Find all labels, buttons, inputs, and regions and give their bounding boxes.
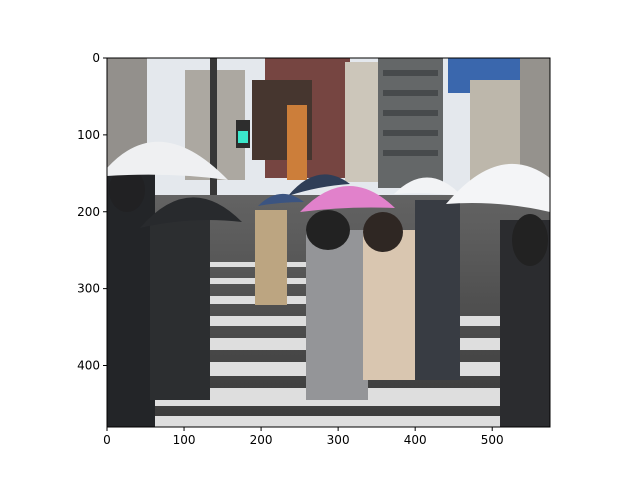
x-tick-label: 200 [250,433,273,447]
building-windows [378,58,443,188]
street-photo [107,58,550,427]
y-tick-label: 300 [77,282,100,296]
head-left [109,168,145,212]
person-beige-far [255,210,287,305]
person-left [107,170,155,427]
x-tick-label: 100 [173,433,196,447]
building-center [345,62,380,182]
rain-haze [107,58,550,427]
umbrella-dark [140,197,242,228]
umbrellas [107,141,550,228]
head-beige [363,212,403,252]
person-dark-coat [150,220,210,400]
axes-frame [106,57,551,428]
x-tick-label: 0 [103,433,111,447]
person-beige-coat [363,230,423,380]
y-axis: 0 100 200 300 400 [77,51,107,373]
pedestrians [107,168,550,427]
building-window-rows [383,70,438,156]
umbrella-navy [288,174,350,196]
head-grey [306,210,350,250]
head-right [512,214,548,266]
person-jeans [415,200,460,380]
umbrella-white-left [107,141,228,180]
umbrella-white-right [446,163,550,212]
y-tick-label: 200 [77,205,100,219]
signal-light-green [238,131,248,143]
x-tick-label: 300 [327,433,350,447]
y-tick-label: 0 [92,51,100,65]
umbrella-pink [300,185,395,212]
x-axis: 0 100 200 300 400 500 [103,427,504,447]
signal-pole [210,58,217,208]
x-tick-label: 500 [481,433,504,447]
person-grey-coat [306,230,368,400]
y-tick-label: 100 [77,128,100,142]
umbrella-blue-far [258,193,304,206]
y-tick-label: 400 [77,359,100,373]
tree-orange [287,105,307,180]
umbrella-white-mid [394,177,462,196]
x-tick-label: 400 [404,433,427,447]
